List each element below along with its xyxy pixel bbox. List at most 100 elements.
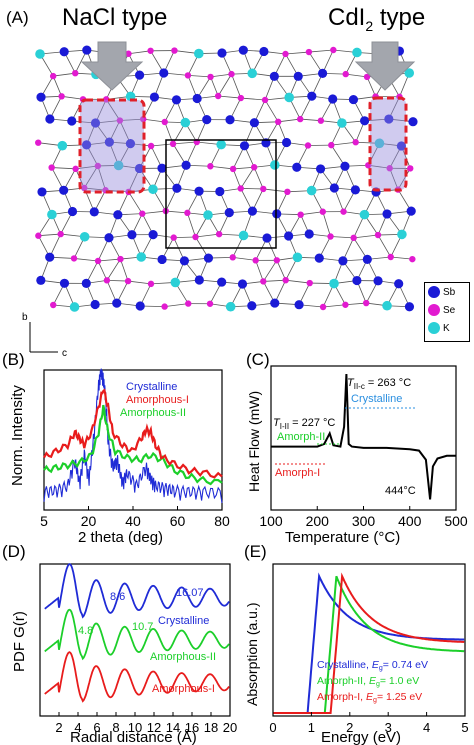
bond-line [38,233,61,237]
bond-line [331,141,356,146]
sb-atom [104,137,114,147]
bond-line [173,236,196,238]
bond-line [119,118,144,121]
absorption-line-amorph-i [273,572,465,714]
k-atom [136,252,147,262]
x-tick-label: 12 [147,720,161,735]
se-atom [297,211,304,218]
k-marker-icon [428,322,440,334]
sb-atom [350,185,360,195]
sb-atom [90,299,100,310]
sb-atom [127,230,137,240]
dip-annotation: 444°C [385,485,416,497]
se-atom [237,185,244,192]
sb-atom [148,229,158,240]
panel-e-ylabel: Absorption (a.u.) [244,603,260,707]
unit-cell-box [165,139,277,249]
se-atom [365,162,372,169]
sb-atom [125,139,136,149]
sb-atom [408,117,418,127]
sb-atom [247,301,257,311]
sb-atom [315,164,326,174]
sb-atom [292,162,302,172]
axis-c-label: c [62,348,67,359]
bond-line [262,260,278,282]
bond-line [165,210,188,214]
k-atom [404,68,415,78]
x-tick-label: 3 [385,720,392,735]
sb-atom [134,163,145,174]
k-atom [397,229,407,240]
sb-atom [217,48,227,58]
se-atom [327,233,334,240]
se-atom [350,234,357,242]
se-atom [282,276,289,284]
x-tick-label: 500 [444,513,468,529]
bond-line [300,118,321,122]
se-atom [342,301,349,308]
sb-atom [202,115,212,125]
element-legend: Sb Se K [424,282,470,342]
sb-atom [304,229,314,239]
se-atom [260,278,267,285]
k-atom [374,138,385,149]
bond-line [210,165,234,170]
d-label-amorphous-ii: Amorphous-II [150,651,216,663]
k-atom [57,140,68,151]
x-tick-label: 20 [223,720,237,735]
sb-atom [159,68,169,78]
x-tick-label: 8 [112,720,119,735]
se-atom [139,210,146,217]
sb-atom [171,95,182,105]
d-label-amorphous-i: Amorphous-I [152,683,215,695]
bond-line [210,76,219,97]
bond-line [390,256,413,260]
k-atom [148,184,158,195]
panel-d-ylabel: PDF G(r) [11,611,28,672]
bond-line [255,260,264,282]
pdf-line-crystalline [44,563,230,619]
legend-sb: Sb [428,286,455,298]
panel-b-label: (B) [2,350,25,369]
sb-atom [238,45,248,55]
e-legend-amorph-i: Amorph-I, Eg= 1.25 eV [317,691,422,704]
bond-line [52,75,62,97]
se-atom [305,48,313,56]
se-atom [147,142,155,150]
panel-d-label: (D) [2,542,26,561]
series-line-amorphous-ii [43,404,223,486]
bond-line [397,168,411,190]
bond-line [233,166,255,170]
sb-atom [81,278,91,288]
x-tick-label: 6 [93,720,100,735]
se-atom [103,96,110,103]
sb-atom [135,301,145,311]
bond-line [173,141,197,145]
sb-atom [247,206,257,216]
sb-atom [82,45,92,55]
bond-line [75,165,98,170]
sb-atom [281,137,292,148]
se-atom [319,303,327,311]
k-atom [337,118,347,128]
se-atom [116,117,124,124]
t1-annotation: TI-II = 227 °C [273,417,335,431]
sb-atom [360,116,370,126]
panel-c-ylabel: Heat Flow (mW) [246,391,262,492]
se-atom [50,301,57,309]
panel-e-label: (E) [244,542,267,561]
bond-line [345,73,368,78]
k-atom [180,117,191,128]
se-atom [284,188,291,196]
sb-atom [384,114,394,124]
x-tick-label: 4 [423,720,430,735]
se-atom [273,257,281,264]
sb-atom [269,71,279,81]
k-atom [306,185,317,196]
k-atom [113,160,124,171]
se-atom [274,118,282,126]
bond-line [106,279,129,282]
bond-line [142,210,166,215]
k-atom [238,230,249,241]
bond-line [143,118,165,123]
